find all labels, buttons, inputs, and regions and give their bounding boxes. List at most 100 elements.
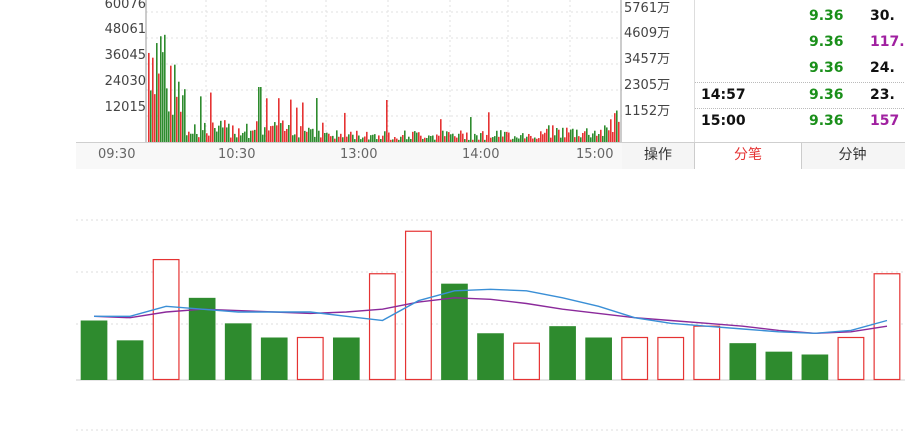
volume-bar — [310, 129, 312, 142]
volume-bar — [574, 137, 576, 142]
volume-bar — [424, 137, 426, 142]
volume-bar — [534, 137, 536, 142]
volume-bar — [278, 98, 280, 142]
volume-bar-down — [801, 354, 829, 380]
volume-bar — [556, 127, 558, 142]
volume-bar — [348, 134, 350, 142]
volume-bar — [350, 131, 352, 142]
tab-tick-detail[interactable]: 分笔 — [694, 143, 802, 169]
volume-bar — [604, 125, 606, 142]
volume-bar — [434, 139, 436, 142]
volume-bar — [198, 137, 200, 142]
volume-bar — [466, 132, 468, 142]
volume-bar — [420, 135, 422, 142]
volume-bar — [554, 135, 556, 142]
volume-bar — [384, 131, 386, 142]
volume-bar — [290, 99, 292, 142]
volume-bar — [482, 131, 484, 142]
tick-row: 14:57 9.36 23. — [695, 82, 905, 108]
volume-bar — [174, 64, 176, 142]
volume-bar — [600, 129, 602, 142]
volume-bar — [430, 136, 432, 142]
tick-volume: 24. — [870, 60, 895, 76]
y-right-tick: 5761万 — [624, 1, 671, 16]
volume-bar — [244, 131, 246, 142]
volume-bar — [460, 130, 462, 142]
volume-bar-up — [693, 325, 721, 381]
volume-bar — [196, 133, 198, 142]
volume-bar — [602, 135, 604, 142]
tab-operate[interactable]: 操作 — [644, 147, 672, 163]
volume-bar — [216, 131, 218, 142]
volume-bar — [388, 132, 390, 142]
volume-bar — [190, 133, 192, 142]
volume-bar — [276, 125, 278, 142]
volume-bar — [414, 131, 416, 142]
volume-bar — [212, 122, 214, 142]
volume-bar — [194, 124, 196, 142]
volume-bar — [404, 130, 406, 142]
tick-volume: 157 — [870, 113, 900, 129]
volume-bar — [248, 137, 250, 142]
volume-bar — [272, 125, 274, 142]
volume-bar — [334, 138, 336, 142]
volume-bar — [270, 126, 272, 142]
tick-price: 9.36 — [809, 34, 844, 50]
tick-price: 9.36 — [809, 113, 844, 129]
volume-bar — [578, 136, 580, 142]
volume-bar — [292, 135, 294, 142]
volume-bar — [362, 137, 364, 142]
volume-bar — [588, 134, 590, 142]
volume-bar — [268, 130, 270, 142]
volume-bar — [200, 96, 202, 142]
volume-bar — [596, 135, 598, 142]
daily-volume-chart — [76, 168, 905, 442]
volume-bar — [618, 121, 620, 142]
volume-bar — [326, 132, 328, 142]
volume-bar — [186, 135, 188, 142]
volume-bar — [170, 65, 172, 142]
volume-bar — [262, 134, 264, 142]
volume-bar — [322, 122, 324, 142]
volume-bar — [242, 132, 244, 142]
volume-bar — [548, 125, 550, 142]
tick-row: 15:00 9.36 157 — [695, 108, 905, 134]
volume-bar — [382, 135, 384, 142]
tick-row: 9.36 24. — [695, 56, 905, 81]
volume-bar — [284, 130, 286, 142]
volume-bar — [508, 132, 510, 142]
moving-average-line — [94, 288, 888, 335]
volume-bar — [446, 131, 448, 142]
volume-bar — [172, 114, 174, 142]
volume-bar — [218, 125, 220, 142]
time-label: 15:00 — [576, 147, 614, 162]
volume-bar — [228, 123, 230, 142]
volume-bar — [462, 133, 464, 142]
volume-bar — [260, 87, 262, 142]
volume-bar — [496, 130, 498, 142]
tab-minute[interactable]: 分钟 — [838, 147, 867, 163]
volume-bar — [208, 135, 210, 142]
y-axis-right: 5761万 4609万 3457万 2305万 1152万 — [624, 0, 694, 142]
y-right-tick: 1152万 — [624, 104, 671, 119]
tick-time: 15:00 — [701, 113, 746, 129]
volume-bar — [488, 112, 490, 142]
volume-bar — [392, 139, 394, 142]
volume-bar — [490, 137, 492, 142]
tick-price: 9.36 — [809, 87, 844, 103]
volume-bar — [286, 128, 288, 142]
volume-bar — [314, 136, 316, 142]
volume-bar — [168, 111, 170, 142]
tick-row: 9.36 117. — [695, 30, 905, 55]
volume-bar — [438, 135, 440, 142]
volume-bar — [188, 131, 190, 142]
volume-bar — [584, 131, 586, 142]
volume-bar — [214, 128, 216, 142]
y-left-tick: 60076 — [104, 0, 146, 12]
volume-bar — [594, 130, 596, 142]
tick-volume: 30. — [870, 8, 895, 24]
volume-bar — [502, 136, 504, 142]
volume-bar — [358, 135, 360, 142]
volume-bar — [294, 134, 296, 142]
volume-bar — [476, 135, 478, 142]
